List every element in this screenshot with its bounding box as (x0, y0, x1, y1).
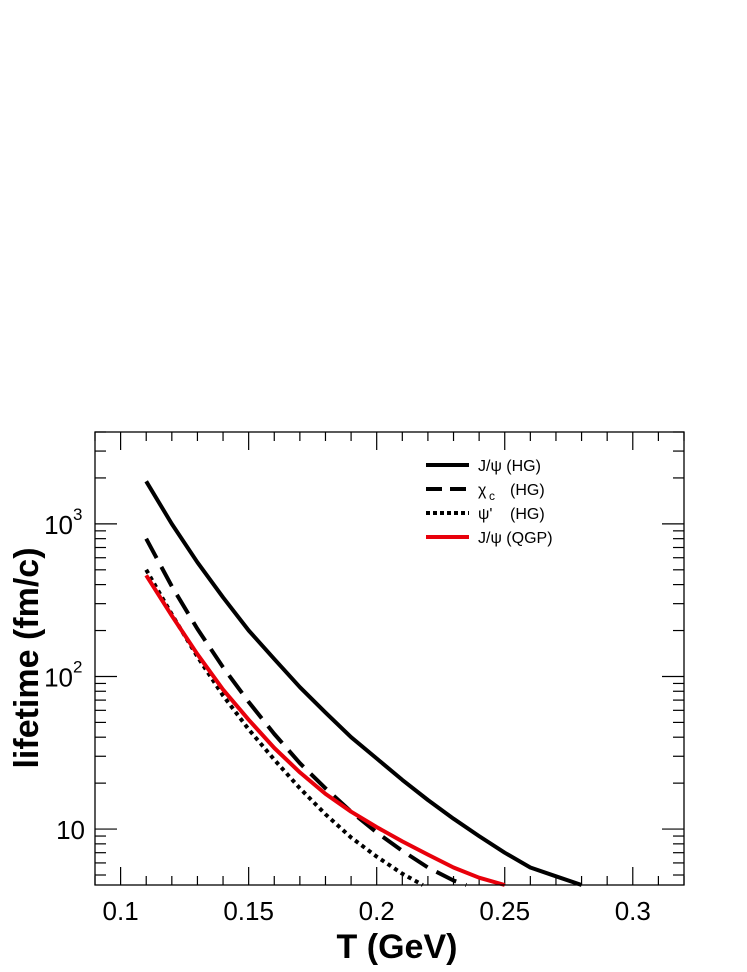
x-tick-label: 0.15 (223, 896, 274, 926)
series-line-3 (144, 574, 506, 887)
x-tick-label: 0.25 (479, 896, 530, 926)
series-line-0 (144, 480, 583, 887)
x-tick-label: 0.1 (103, 896, 139, 926)
y-tick-label: 10 (56, 815, 85, 845)
legend: J/ψ (HG) χ c (HG) ψ' (HG) J/ψ (QGP) (426, 458, 553, 547)
axis-ticks (94, 431, 685, 885)
y-tick-exponent: 2 (73, 657, 82, 676)
y-axis-label: lifetime (fm/c) (8, 547, 46, 768)
y-tick-exponent: 3 (73, 505, 82, 524)
legend-label-3: J/ψ (QGP) (478, 530, 553, 547)
legend-label-1: χ (478, 482, 487, 499)
legend-label-2: ψ' (478, 506, 492, 523)
x-axis-label: T (GeV) (337, 928, 458, 966)
series-line-2 (144, 568, 424, 887)
series-line-1 (144, 537, 467, 887)
legend-label-subscript: c (489, 489, 495, 503)
x-tick-label: 0.3 (615, 896, 651, 926)
legend-label-suffix: (HG) (510, 482, 545, 499)
x-tick-label: 0.2 (359, 896, 395, 926)
y-tick-label: 10 (44, 510, 73, 540)
series-lines (144, 480, 583, 887)
legend-label-suffix: (HG) (510, 506, 545, 523)
plot-frame (94, 431, 685, 886)
legend-label-0: J/ψ (HG) (478, 458, 541, 475)
y-tick-label: 10 (44, 662, 73, 692)
